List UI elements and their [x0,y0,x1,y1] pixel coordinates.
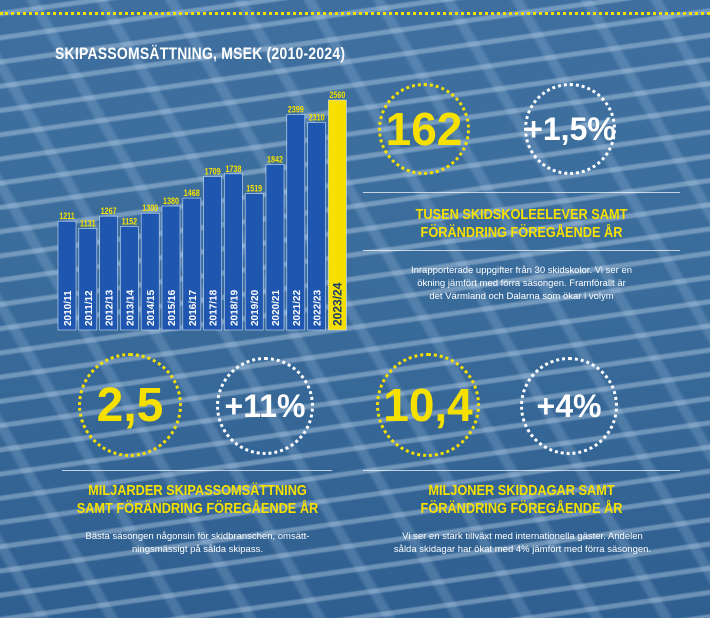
bar-value-label: 1300 [142,203,158,213]
bar-value-label: 1211 [59,211,75,221]
category-label: 2018/19 [229,289,240,326]
divider [62,470,332,471]
bar-value-label: 1468 [184,188,200,198]
bar [140,212,160,331]
stat-value-circle: 10,4 [376,353,480,457]
stat-heading: MILJARDER SKIPASSOMSÄTTNING SAMT FÖRÄNDRI… [76,482,319,517]
bar [161,205,181,331]
category-label: 2016/17 [188,289,199,326]
bar-value-label: 2399 [288,105,304,115]
category-label: 2010/11 [63,290,74,326]
stat-value-circle: 2,5 [78,353,182,457]
category-label: 2019/20 [250,289,261,326]
bar [328,99,347,331]
bar-value-label: 2310 [309,113,325,123]
bar [265,164,285,331]
divider [363,250,680,251]
bar [99,215,118,331]
bar-value-label: 1131 [80,219,96,229]
bar-value-label: 2560 [329,90,345,100]
stat-heading: TUSEN SKIDSKOLEELEVER SAMT FÖRÄNDRING FÖR… [415,206,628,241]
bar [78,228,98,331]
bar-value-label: 1519 [246,184,262,194]
divider [363,192,680,193]
category-label: 2015/16 [167,289,178,326]
stat-description: Bästa säsongen någonsin för skidbransche… [85,531,310,555]
bar-value-label: 1709 [205,167,221,177]
divider [363,470,680,471]
bar [203,176,222,331]
stat-change-circle: +4% [520,357,618,455]
bar [224,173,243,331]
category-label: 2014/15 [146,289,157,326]
bar-value-label: 1842 [267,155,283,165]
category-label: 2021/22 [292,289,303,326]
dotted-divider [0,12,710,15]
category-label: 2012/13 [105,289,116,326]
bar [57,220,77,331]
bar-value-label: 1738 [225,164,241,174]
bar [244,193,264,331]
bar [307,122,326,331]
bar-value-label: 1267 [101,206,117,216]
category-label: 2023/24 [330,282,344,326]
category-label: 2020/21 [271,289,282,326]
category-label: 2022/23 [313,289,324,326]
category-label: 2011/12 [84,290,95,326]
stat-change-circle: +11% [216,357,314,455]
bar [286,114,306,331]
bar [120,226,139,331]
stat-description: Inrapporterade uppgifter från 30 skidsko… [410,265,633,302]
category-label: 2013/14 [125,289,136,326]
stat-description: Vi ser en stark tillväxt med internation… [393,531,652,555]
stat-change-circle: +1,5% [524,83,616,175]
bar [182,197,202,331]
category-label: 2017/18 [209,289,220,326]
stat-value-circle: 162 [378,83,470,175]
stat-heading: MILJONER SKIDDAGAR SAMT FÖRÄNDRING FÖREGÅ… [420,482,623,517]
bar-value-label: 1152 [122,217,138,227]
chart-title: SKIPASSOMSÄTTNING, MSEK (2010-2024) [55,44,346,63]
bar-value-label: 1380 [163,196,179,206]
